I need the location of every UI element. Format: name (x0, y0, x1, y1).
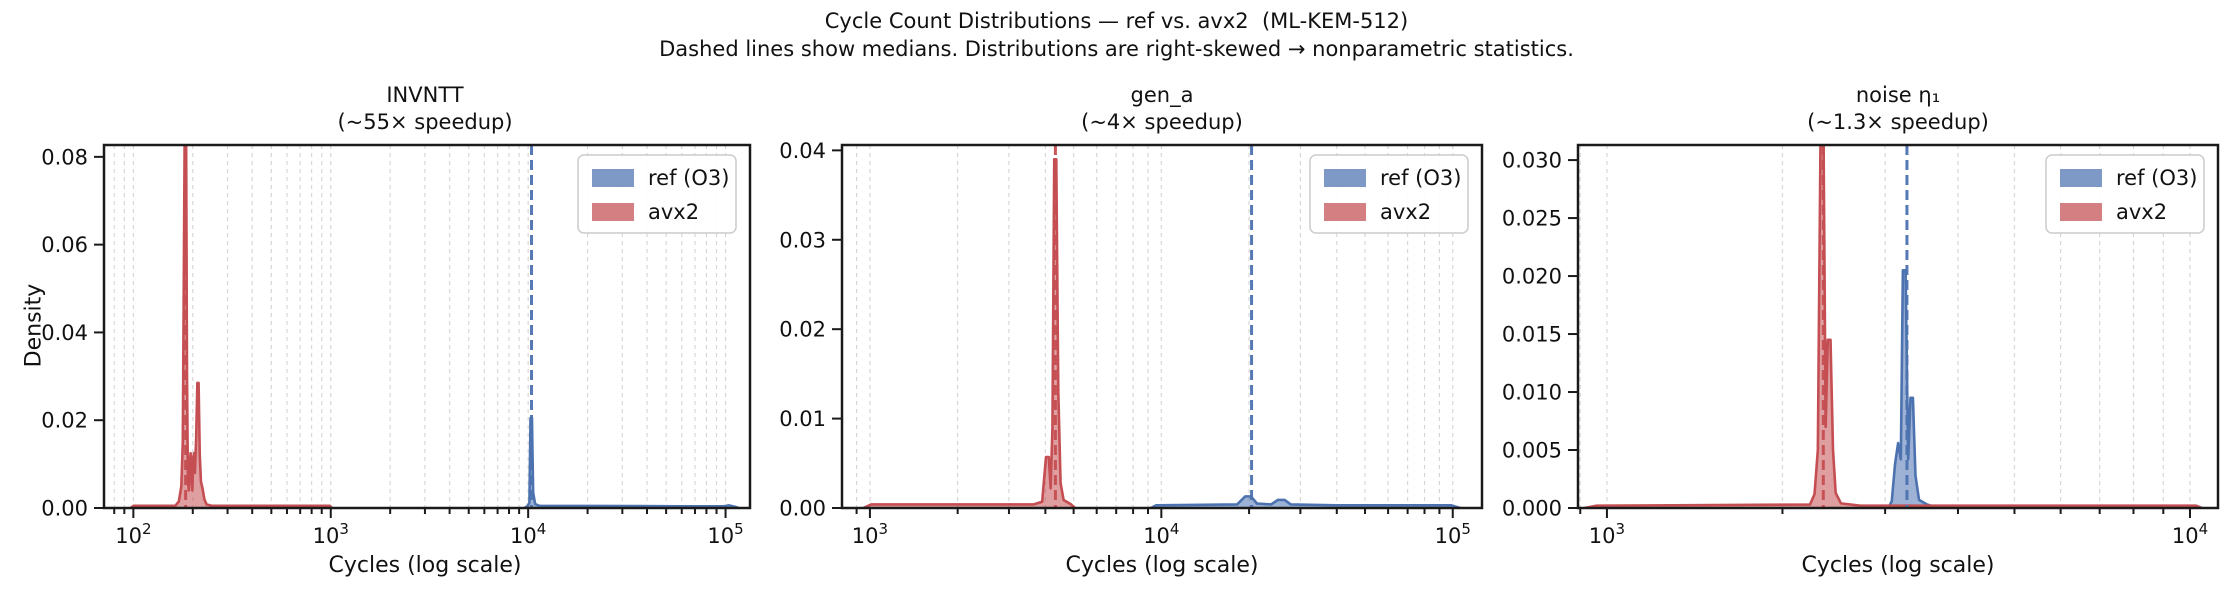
y-tick-label: 0.000 (1502, 497, 1562, 521)
legend-swatch-ref (592, 169, 634, 187)
y-tick-label: 0.02 (779, 318, 826, 342)
x-tick-label: 103 (1589, 520, 1625, 548)
figure-subtitle: Dashed lines show medians. Distributions… (659, 37, 1574, 61)
subplot-title-invntt: INVNTT (~55× speedup) (205, 82, 645, 136)
subplot-gen-a: 103 104 105 0.00 0.01 0.02 0.03 0.04 ref (O3) avx… (779, 139, 1484, 548)
legend-label-ref: ref (O3) (648, 166, 729, 190)
kde-area-ref (524, 418, 740, 508)
legend-label-ref: ref (O3) (1380, 166, 1461, 190)
subplot-title-noise-eta1: noise η₁ (~1.3× speedup) (1678, 82, 2118, 136)
kde-line-ref (523, 416, 740, 508)
kde-area-ref (1888, 270, 1939, 508)
x-tick-label: 105 (707, 520, 743, 548)
subplot-invntt: 102 103 104 105 0.00 0.02 0.04 0.06 0.08 ref (O3)… (41, 143, 752, 548)
x-tick-label: 102 (115, 520, 151, 548)
kde-area-avx2 (130, 145, 332, 508)
x-tick-label: 103 (313, 520, 349, 548)
subplot-title-line2: (~55× speedup) (337, 110, 513, 134)
y-tick-label: 0.00 (779, 497, 826, 521)
y-tick-label: 0.01 (779, 407, 826, 431)
subplot-noise-eta1: 103 104 0.000 0.005 0.010 0.015 0.020 0.025 0.03… (1502, 143, 2220, 548)
legend-swatch-ref (1324, 169, 1366, 187)
subplot-title-line2: (~4× speedup) (1081, 110, 1243, 134)
y-tick-label: 0.08 (41, 145, 88, 169)
x-tick-label: 104 (2172, 520, 2208, 548)
y-tick-label: 0.04 (41, 321, 88, 345)
legend-swatch-avx2 (1324, 203, 1366, 221)
legend: ref (O3) avx2 (577, 154, 737, 234)
y-tick-label: 0.00 (41, 497, 88, 521)
subplot-title-line1: INVNTT (386, 83, 464, 107)
kde-line-avx2 (862, 158, 1076, 508)
legend-swatch-avx2 (592, 203, 634, 221)
legend-label-avx2: avx2 (1380, 200, 1431, 224)
x-axis-label-gen-a: Cycles (log scale) (1065, 553, 1259, 578)
legend-swatch-ref (2060, 169, 2102, 187)
kde-line-avx2 (1584, 145, 2203, 508)
y-tick-label: 0.015 (1502, 323, 1562, 347)
x-tick-label: 105 (1435, 520, 1471, 548)
series-layer (862, 158, 1461, 508)
x-axis-label-noise-eta1: Cycles (log scale) (1801, 553, 1995, 578)
subplot-title-line1: noise η₁ (1855, 83, 1941, 107)
y-tick-label: 0.06 (41, 233, 88, 257)
axis-ticks: 103 104 0.000 0.005 0.010 0.015 0.020 0.025 0.03… (1502, 149, 2208, 548)
axes-spines (102, 143, 752, 510)
y-tick-label: 0.04 (779, 139, 826, 163)
y-tick-label: 0.03 (779, 228, 826, 252)
kde-line-ref (1150, 495, 1461, 508)
subplot-title-line2: (~1.3× speedup) (1807, 110, 1989, 134)
x-tick-label: 104 (510, 520, 546, 548)
kde-line-avx2 (129, 145, 333, 508)
subplot-title-line1: gen_a (1130, 83, 1194, 107)
axis-ticks: 102 103 104 105 0.00 0.02 0.04 0.06 0.08 (41, 145, 743, 548)
x-axis-label-invntt: Cycles (log scale) (328, 553, 522, 578)
kde-area-avx2 (863, 159, 1076, 508)
legend-label-ref: ref (O3) (2116, 166, 2197, 190)
y-tick-label: 0.02 (41, 409, 88, 433)
y-tick-label: 0.025 (1502, 207, 1562, 231)
legend: ref (O3) avx2 (1309, 154, 1469, 234)
y-tick-label: 0.010 (1502, 381, 1562, 405)
y-tick-label: 0.030 (1502, 149, 1562, 173)
axes-spines (840, 143, 1484, 510)
legend-label-avx2: avx2 (648, 200, 699, 224)
legend-label-avx2: avx2 (2116, 200, 2167, 224)
figure-title: Cycle Count Distributions — ref vs. avx2… (824, 9, 1409, 33)
legend: ref (O3) avx2 (2045, 154, 2205, 234)
legend-swatch-avx2 (2060, 203, 2102, 221)
series-layer (129, 145, 740, 508)
x-tick-label: 104 (1143, 520, 1179, 548)
subplot-title-gen-a: gen_a (~4× speedup) (942, 82, 1382, 136)
x-tick-label: 103 (852, 520, 888, 548)
y-tick-label: 0.020 (1502, 265, 1562, 289)
y-tick-label: 0.005 (1502, 439, 1562, 463)
axes-spines (1576, 143, 2220, 510)
